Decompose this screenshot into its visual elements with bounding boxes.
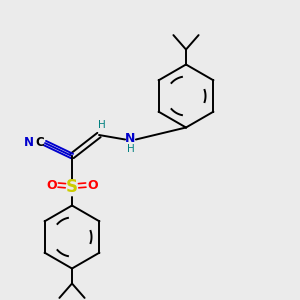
Text: N: N [125, 132, 136, 145]
Text: O: O [46, 178, 57, 192]
Text: C: C [35, 136, 44, 149]
Text: N: N [23, 136, 34, 149]
Text: H: H [98, 120, 106, 130]
Text: O: O [87, 178, 98, 192]
Text: H: H [127, 144, 135, 154]
Text: S: S [66, 178, 78, 196]
